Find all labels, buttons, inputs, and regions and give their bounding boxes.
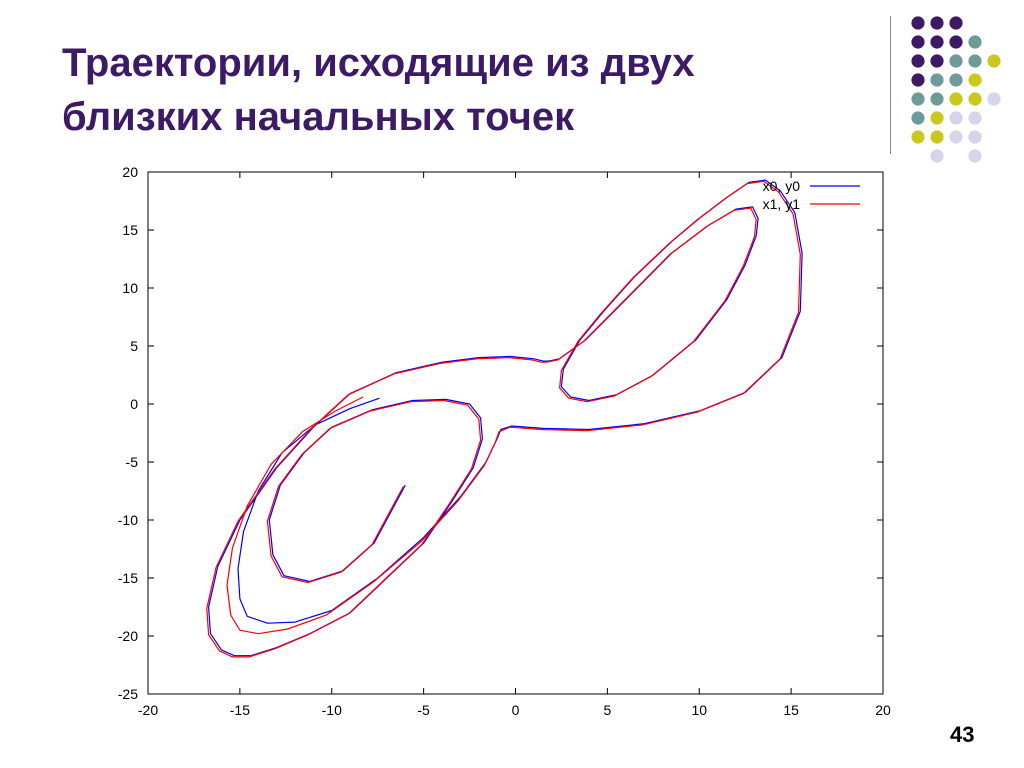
y-tick-label: 20 <box>122 164 138 180</box>
x-tick-label: -5 <box>417 702 430 718</box>
legend-label-2: x1, y1 <box>763 196 801 212</box>
y-tick-label: -5 <box>126 454 139 470</box>
x-tick-label: -20 <box>138 702 158 718</box>
y-tick-label: -20 <box>118 628 138 644</box>
x-tick-label: 0 <box>512 702 520 718</box>
y-tick-label: -15 <box>118 570 138 586</box>
slide-title: Траектории, исходящие из двух близких на… <box>62 36 862 144</box>
x-tick-label: 20 <box>875 702 891 718</box>
title-divider <box>890 16 891 154</box>
x-tick-label: -15 <box>230 702 250 718</box>
legend-label-1: x0, y0 <box>763 178 801 194</box>
x-tick-label: 10 <box>691 702 707 718</box>
plot-frame <box>147 171 884 695</box>
slide-title-line-2: близких начальных точек <box>62 95 575 139</box>
x-tick-label: 5 <box>603 702 611 718</box>
slide-title-line-1: Траектории, исходящие из двух <box>62 41 695 85</box>
y-tick-label: 0 <box>130 396 138 412</box>
y-tick-label: 10 <box>122 280 138 296</box>
y-tick-label: 5 <box>130 338 138 354</box>
x-tick-label: -10 <box>322 702 342 718</box>
y-tick-label: -10 <box>118 512 138 528</box>
page-number: 43 <box>950 722 975 747</box>
x-tick-label: 15 <box>783 702 799 718</box>
y-tick-label: 15 <box>122 222 138 238</box>
series-line-1 <box>208 179 803 657</box>
series-line-2 <box>206 180 801 658</box>
y-tick-label: -25 <box>118 686 138 702</box>
